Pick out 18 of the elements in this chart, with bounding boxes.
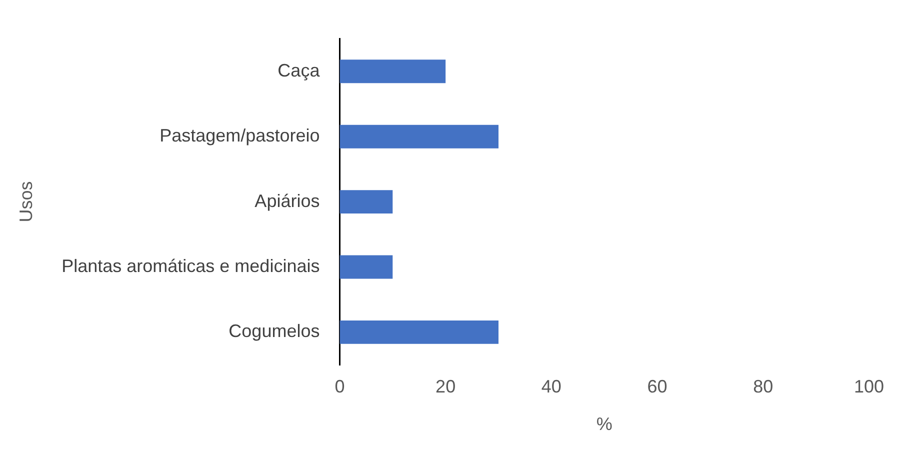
y-tick-label: Cogumelos bbox=[228, 321, 320, 342]
bar bbox=[340, 60, 446, 84]
y-tick-label: Caça bbox=[278, 60, 321, 80]
y-axis-title: Usos bbox=[16, 181, 36, 222]
x-axis-title: % bbox=[596, 414, 612, 434]
y-tick-label: Pastagem/pastoreio bbox=[160, 126, 320, 146]
x-tick-label: 0 bbox=[334, 376, 345, 397]
x-tick-label: 100 bbox=[854, 376, 884, 397]
x-tick-label: 20 bbox=[436, 376, 456, 397]
x-tick-label: 40 bbox=[541, 376, 562, 397]
y-tick-label: Apiários bbox=[254, 190, 320, 211]
bar bbox=[340, 255, 393, 279]
y-tick-label: Plantas aromáticas e medicinais bbox=[62, 256, 320, 276]
bar bbox=[340, 190, 393, 214]
bar bbox=[340, 320, 498, 344]
x-tick-label: 80 bbox=[753, 376, 774, 397]
bar bbox=[340, 124, 498, 148]
x-tick-label: 60 bbox=[647, 376, 668, 397]
